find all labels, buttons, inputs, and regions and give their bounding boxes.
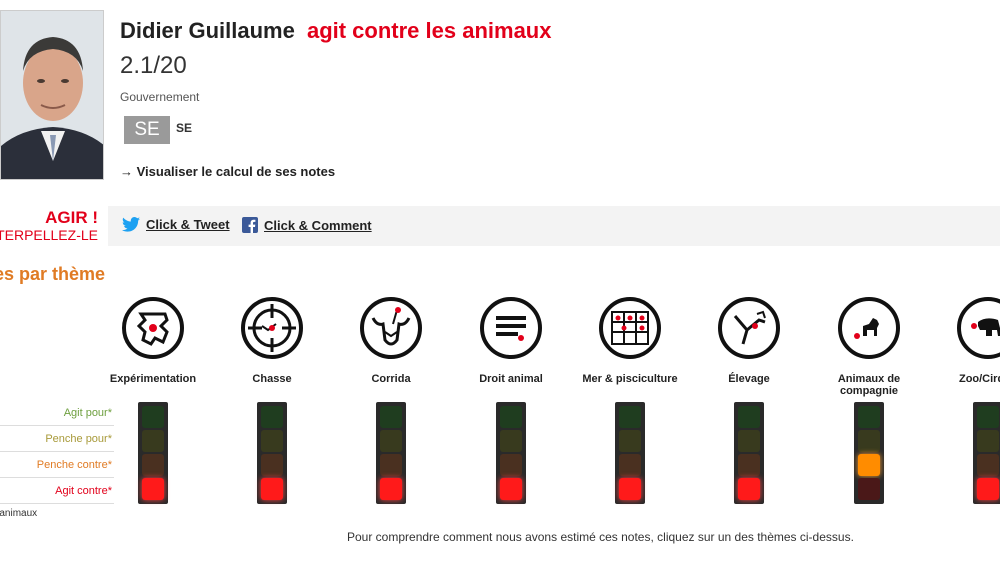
elephant-icon xyxy=(957,297,1000,359)
row-label-penche-contre: Penche contre* xyxy=(0,452,114,478)
theme-mer-pisciculture[interactable]: Mer & pisciculture xyxy=(570,296,690,385)
traffic-light-animaux-compagnie[interactable] xyxy=(854,402,884,504)
row-label-agit-contre: Agit contre* xyxy=(0,478,114,504)
deputy-verdict: agit contre les animaux xyxy=(306,18,552,43)
lamp-agit-pour xyxy=(261,406,283,428)
lamp-agit-pour xyxy=(380,406,402,428)
themes-heading: Notes par thème xyxy=(0,264,106,284)
theme-label: Droit animal xyxy=(479,373,543,385)
crosshair-icon xyxy=(241,297,303,359)
traffic-light-corrida[interactable] xyxy=(376,402,406,504)
lamp-agit-contre-on xyxy=(261,478,283,500)
agir-subtitle: INTERPELLEZ-LE xyxy=(0,227,98,243)
lamp-agit-contre-on xyxy=(380,478,402,500)
lamp-agit-contre-on xyxy=(500,478,522,500)
lamp-penche-contre xyxy=(500,454,522,476)
deputy-score: 2.1/20 xyxy=(120,52,187,79)
footer-note: Pour comprendre comment nous avons estim… xyxy=(347,530,854,544)
traffic-light-chasse[interactable] xyxy=(257,402,287,504)
lamp-penche-pour xyxy=(619,430,641,452)
lamp-penche-contre-on xyxy=(858,454,880,476)
legend-note: *Pour les animaux xyxy=(0,508,38,519)
party-code: SE xyxy=(176,121,193,135)
agir-box[interactable]: AGIR ! INTERPELLEZ-LE xyxy=(0,206,108,246)
law-document-icon xyxy=(480,297,542,359)
traffic-light-zoo-cirque[interactable] xyxy=(973,402,1000,504)
bull-icon xyxy=(360,297,422,359)
dog-icon xyxy=(838,297,900,359)
theme-label: Élevage xyxy=(728,373,770,385)
theme-corrida[interactable]: Corrida xyxy=(331,296,451,385)
theme-label: Chasse xyxy=(252,373,292,385)
theme-zoo-cirque[interactable]: Zoo/Cirque xyxy=(928,296,1000,385)
lamp-agit-pour xyxy=(738,406,760,428)
deputy-name-line: Didier Guillaume agit contre les animaux xyxy=(120,18,551,44)
theme-label: Corrida xyxy=(371,373,411,385)
deputy-photo xyxy=(0,10,104,180)
comment-label: Click & Comment xyxy=(264,217,372,233)
calc-notes-link[interactable]: → Visualiser le calcul de ses notes xyxy=(120,164,336,179)
lamp-agit-pour xyxy=(619,406,641,428)
lamp-agit-contre xyxy=(858,478,880,500)
theme-droit-animal[interactable]: Droit animal xyxy=(451,296,571,385)
theme-animaux-compagnie[interactable]: Animaux de compagnie xyxy=(809,296,929,397)
traffic-light-elevage[interactable] xyxy=(734,402,764,504)
traffic-light-droit-animal[interactable] xyxy=(496,402,526,504)
lamp-agit-pour xyxy=(977,406,999,428)
lamp-agit-pour xyxy=(858,406,880,428)
theme-experimentation[interactable]: Expérimentation xyxy=(93,296,213,385)
theme-label: Mer & pisciculture xyxy=(582,373,678,385)
theme-chasse[interactable]: Chasse xyxy=(212,296,332,385)
lamp-penche-pour xyxy=(738,430,760,452)
agir-band xyxy=(0,206,1000,246)
comment-button[interactable]: Click & Comment xyxy=(242,217,372,233)
lamp-penche-contre xyxy=(142,454,164,476)
lamp-penche-pour xyxy=(261,430,283,452)
theme-label: Animaux de compagnie xyxy=(837,373,901,397)
lamp-agit-pour xyxy=(500,406,522,428)
lamp-penche-pour xyxy=(858,430,880,452)
lamp-penche-pour xyxy=(977,430,999,452)
party-badge: SE xyxy=(124,116,170,144)
lamp-penche-pour xyxy=(142,430,164,452)
tweet-label: Click & Tweet xyxy=(146,217,230,232)
fishing-net-icon xyxy=(599,297,661,359)
lamp-agit-contre-on xyxy=(977,478,999,500)
lamp-penche-contre xyxy=(619,454,641,476)
lamp-penche-pour xyxy=(380,430,402,452)
theme-elevage[interactable]: Élevage xyxy=(689,296,809,385)
row-label-penche-pour: Penche pour* xyxy=(0,426,114,452)
theme-label: Expérimentation xyxy=(109,373,197,385)
lamp-penche-contre xyxy=(380,454,402,476)
traffic-light-experimentation[interactable] xyxy=(138,402,168,504)
agir-title: AGIR ! xyxy=(45,208,98,227)
farm-animal-icon xyxy=(718,297,780,359)
lamp-penche-contre xyxy=(977,454,999,476)
twitter-icon xyxy=(122,217,140,232)
lab-rat-icon xyxy=(122,297,184,359)
lamp-penche-pour xyxy=(500,430,522,452)
lamp-agit-contre-on xyxy=(738,478,760,500)
facebook-icon xyxy=(242,217,258,233)
lamp-agit-contre-on xyxy=(619,478,641,500)
tweet-button[interactable]: Click & Tweet xyxy=(122,217,230,232)
traffic-light-mer-pisciculture[interactable] xyxy=(615,402,645,504)
lamp-agit-contre-on xyxy=(142,478,164,500)
theme-label: Zoo/Cirque xyxy=(958,373,1000,385)
row-label-agit-pour: Agit pour* xyxy=(0,400,114,426)
deputy-name: Didier Guillaume xyxy=(120,18,295,43)
lamp-agit-pour xyxy=(142,406,164,428)
lamp-penche-contre xyxy=(261,454,283,476)
deputy-group: Gouvernement xyxy=(120,90,200,104)
lamp-penche-contre xyxy=(738,454,760,476)
